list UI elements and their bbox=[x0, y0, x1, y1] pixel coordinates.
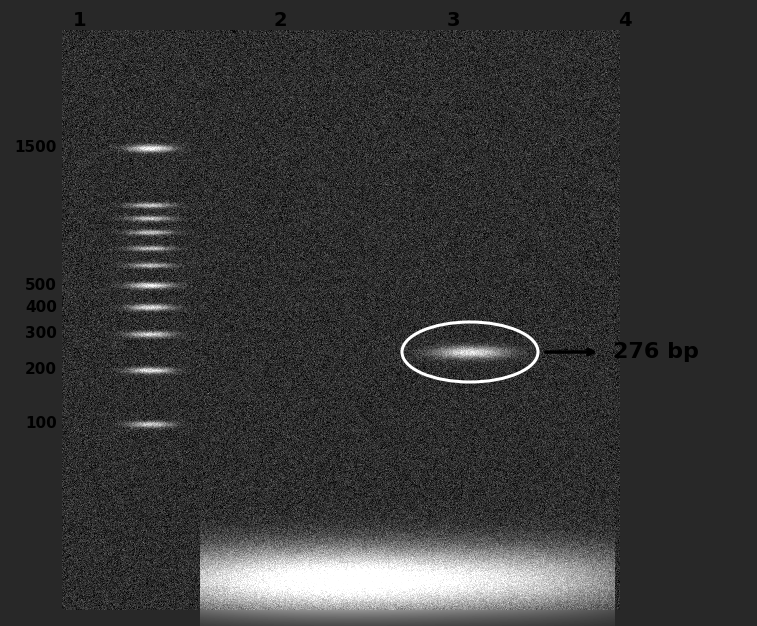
Text: 300: 300 bbox=[25, 327, 57, 342]
Text: 4: 4 bbox=[618, 11, 632, 29]
Text: 400: 400 bbox=[25, 299, 57, 314]
Text: 2: 2 bbox=[273, 11, 287, 29]
Text: 1: 1 bbox=[73, 11, 87, 29]
Text: 1500: 1500 bbox=[14, 140, 57, 155]
Text: 200: 200 bbox=[25, 362, 57, 377]
Text: 3: 3 bbox=[446, 11, 459, 29]
Text: 276 bp: 276 bp bbox=[613, 342, 699, 362]
Text: 100: 100 bbox=[25, 416, 57, 431]
Text: 500: 500 bbox=[25, 277, 57, 292]
